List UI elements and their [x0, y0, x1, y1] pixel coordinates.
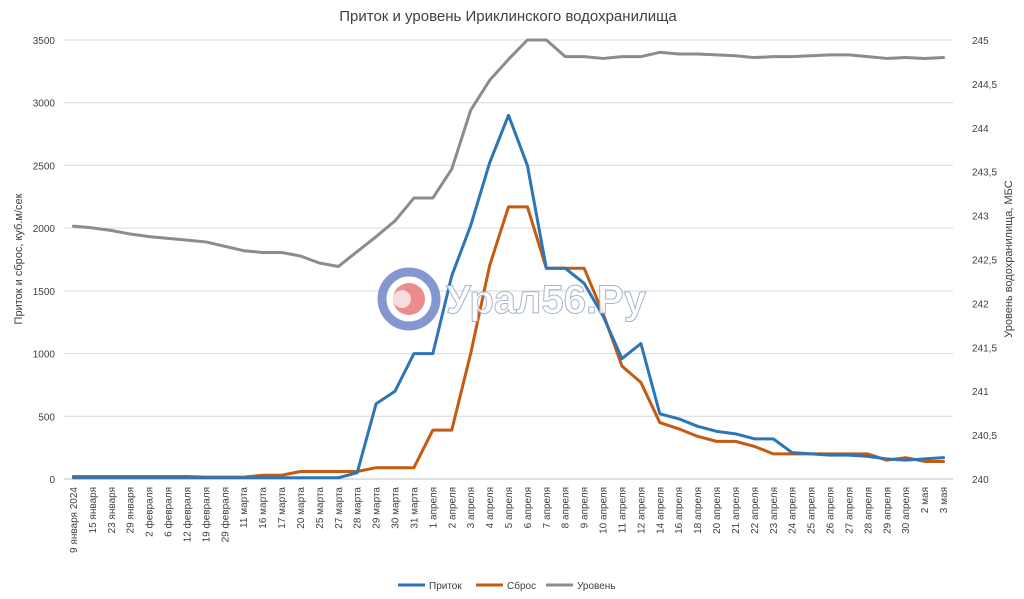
x-tick-label: 2 апреля	[447, 487, 458, 528]
x-tick-label: 20 марта	[296, 487, 307, 529]
series-line-0	[71, 113, 946, 480]
x-tick-label: 29 марта	[372, 487, 383, 529]
legend-label: Приток	[429, 581, 462, 592]
y-right-tick-label: 241,5	[972, 343, 997, 354]
x-tick-label: 22 апреля	[750, 487, 761, 534]
series-layer	[71, 38, 946, 480]
x-tick-label: 27 апреля	[844, 487, 855, 534]
chart-title: Приток и уровень Ириклинского водохранил…	[339, 8, 677, 25]
x-tick-label: 2 февраля	[144, 487, 156, 537]
x-tick-label: 12 февраля	[181, 487, 193, 542]
x-tick-label: 24 апреля	[788, 487, 799, 534]
y-left-tick-label: 2500	[33, 161, 56, 172]
y-axis-left: 0 500 1000 1500 2000 2500 3000 3500	[33, 36, 56, 486]
series-line-2	[71, 38, 946, 269]
legend-label: Уровень	[577, 581, 616, 592]
x-tick-label: 19 февраля	[200, 487, 212, 542]
x-tick-label: 31 марта	[409, 487, 420, 529]
x-tick-label: 28 марта	[353, 487, 364, 529]
x-tick-label: 6 апреля	[523, 487, 534, 528]
x-tick-label: 23 января	[107, 487, 118, 533]
watermark-logo-highlight	[393, 290, 411, 308]
y-axis-right: 240 240,5 241 241,5 242 242,5 243 243,5 244 244,5…	[972, 36, 997, 486]
x-tick-label: 2 мая	[920, 487, 931, 513]
y-right-tick-label: 240,5	[972, 431, 997, 442]
y-right-tick-label: 241	[972, 387, 989, 398]
x-tick-label: 14 апреля	[655, 487, 666, 534]
x-tick-label: 30 марта	[391, 487, 402, 529]
x-tick-label: 9 апреля	[580, 487, 591, 528]
x-tick-label: 18 апреля	[693, 487, 704, 534]
x-tick-label: 4 апреля	[485, 487, 496, 528]
x-tick-label: 25 марта	[315, 487, 326, 529]
legend-label: Сброс	[507, 580, 536, 592]
y-left-tick-label: 3500	[33, 36, 56, 47]
x-tick-label: 1 апреля	[428, 487, 439, 528]
x-tick-label: 5 апреля	[504, 487, 515, 528]
watermark: Урал56.Ру	[377, 267, 647, 331]
y-right-tick-label: 242	[972, 299, 989, 310]
series-line-1	[71, 205, 946, 479]
x-tick-label: 16 марта	[258, 487, 269, 529]
y-right-tick-label: 242,5	[972, 256, 997, 267]
x-tick-label: 9 января 2024	[69, 487, 80, 553]
x-tick-label: 29 января	[126, 487, 137, 533]
x-tick-label: 11 марта	[239, 487, 250, 528]
x-tick-label: 20 апреля	[712, 487, 723, 534]
y-right-tick-label: 243	[972, 212, 989, 223]
x-tick-label: 26 апреля	[826, 487, 837, 534]
x-tick-label: 11 апреля	[617, 487, 628, 533]
y-left-tick-label: 3000	[33, 99, 56, 110]
x-tick-label: 30 апреля	[901, 487, 912, 534]
x-axis: 9 января 2024 15 января 23 января 29 января…	[69, 487, 950, 553]
x-tick-label: 6 февраля	[163, 487, 175, 537]
x-tick-label: 3 апреля	[466, 487, 477, 528]
x-tick-label: 8 апреля	[561, 487, 572, 528]
y-right-tick-label: 240	[972, 475, 989, 486]
x-tick-label: 23 апреля	[769, 487, 780, 534]
y-left-tick-label: 1500	[33, 287, 56, 298]
x-tick-label: 21 апреля	[731, 487, 742, 534]
x-tick-label: 28 апреля	[863, 487, 874, 534]
x-tick-label: 15 января	[88, 487, 99, 533]
gridlines	[64, 39, 953, 417]
watermark-text: Урал56.Ру	[446, 278, 647, 322]
x-tick-label: 27 марта	[334, 487, 345, 529]
x-tick-label: 12 апреля	[636, 487, 647, 534]
x-tick-label: 16 апреля	[674, 487, 685, 534]
y-axis-left-label: Приток и сброс, куб.м/сек	[13, 193, 25, 324]
y-right-tick-label: 244	[972, 124, 989, 135]
x-tick-label: 25 апреля	[807, 487, 818, 534]
x-tick-label: 29 апреля	[882, 487, 893, 534]
legend: Приток Сброс Уровень	[398, 580, 616, 592]
x-tick-label: 17 марта	[277, 487, 288, 529]
y-left-tick-label: 0	[49, 475, 55, 486]
x-tick-label: 7 апреля	[542, 487, 553, 528]
x-tick-label: 29 февраля	[219, 487, 231, 542]
x-tick-label: 3 мая	[939, 487, 950, 513]
x-tick-label: 10 апреля	[599, 487, 610, 534]
y-right-tick-label: 244,5	[972, 80, 997, 91]
y-axis-right-label: Уровень водохранилища, МБС	[1003, 180, 1015, 337]
y-left-tick-label: 500	[38, 412, 55, 423]
y-left-tick-label: 2000	[33, 224, 56, 235]
y-right-tick-label: 243,5	[972, 168, 997, 179]
y-left-tick-label: 1000	[33, 350, 56, 361]
y-right-tick-label: 245	[972, 36, 989, 47]
